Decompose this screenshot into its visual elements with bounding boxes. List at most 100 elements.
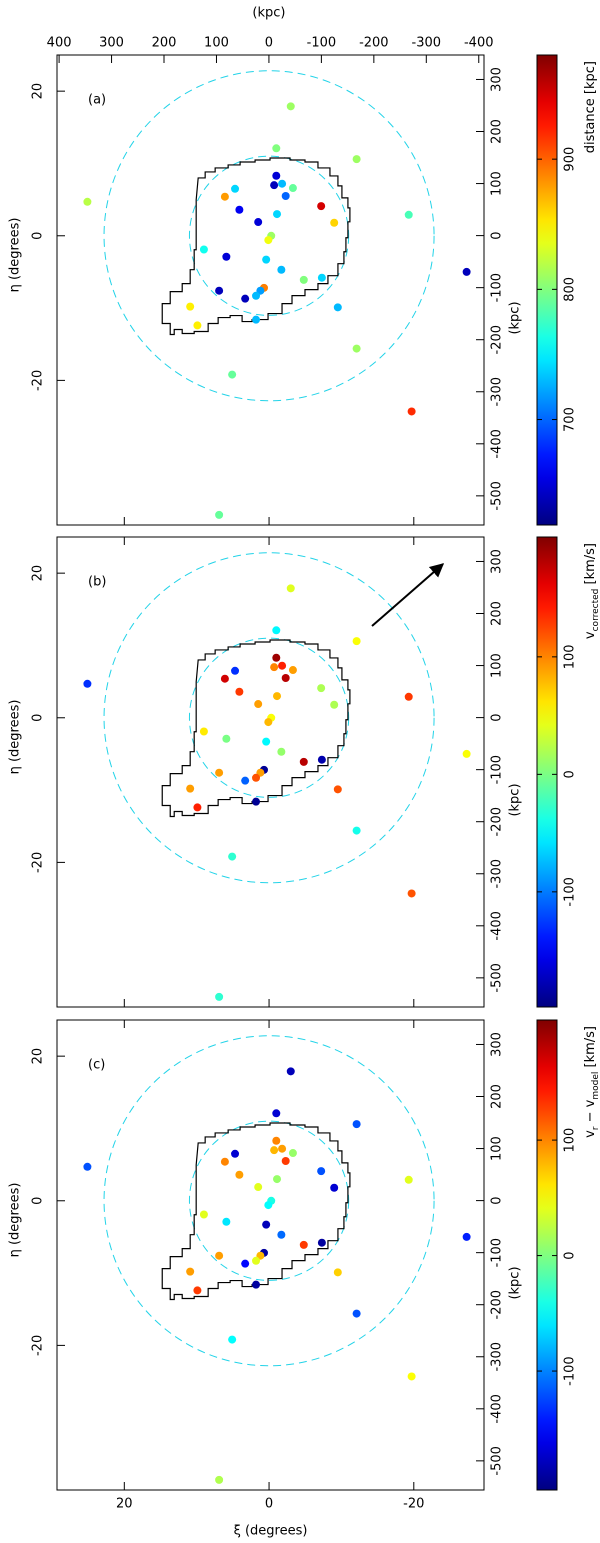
- point: [252, 1280, 261, 1289]
- point: [299, 757, 308, 766]
- point: [228, 1335, 237, 1344]
- x2-tick-label: 0: [265, 36, 273, 51]
- point: [199, 1210, 208, 1219]
- x2-tick-label: -300: [412, 36, 442, 51]
- halo-circle: [188, 155, 350, 316]
- panel-label: (a): [88, 93, 106, 108]
- point: [288, 1149, 297, 1158]
- y2-tick-label: -200: [490, 807, 505, 837]
- y2-tick-label: -200: [490, 325, 505, 355]
- point: [462, 267, 471, 276]
- point: [286, 584, 295, 593]
- point: [264, 1201, 273, 1210]
- y2-axis-label: (kpc): [508, 783, 523, 816]
- point: [317, 202, 326, 211]
- y2-tick-label: 0: [490, 713, 505, 721]
- colorbar-label-part: corrected: [591, 589, 600, 632]
- panel: (c)20 0 -20ξ (degrees)200-20η (degrees)300…: [8, 1019, 600, 1539]
- point: [272, 626, 281, 635]
- point: [199, 727, 208, 736]
- point: [241, 776, 250, 785]
- y2-tick-label: -400: [490, 1394, 505, 1424]
- survey-outline: [161, 157, 351, 336]
- panel: (b)200-20η (degrees)3002001000-100-200-3…: [8, 536, 600, 1008]
- y-tick-label: -20: [31, 1335, 46, 1356]
- point: [193, 1286, 202, 1295]
- point: [330, 1183, 339, 1192]
- point: [220, 1157, 229, 1166]
- survey-outline: [161, 1122, 351, 1301]
- point: [273, 210, 282, 219]
- point: [277, 747, 286, 756]
- colorbar-label-part: model: [591, 1072, 600, 1100]
- colorbar-tick-label: 0: [563, 1251, 578, 1259]
- x2-tick-label: -100: [307, 36, 337, 51]
- y2-tick-label: -300: [490, 859, 505, 889]
- point: [254, 700, 263, 709]
- y2-tick-label: -400: [490, 429, 505, 459]
- point: [264, 236, 273, 245]
- colorbar-tick-label: 900: [563, 147, 578, 172]
- point: [352, 1120, 361, 1129]
- y2-tick-label: 300: [490, 67, 505, 92]
- y2-tick-label: 0: [490, 231, 505, 239]
- point: [252, 773, 261, 782]
- point: [407, 889, 416, 898]
- point: [264, 718, 273, 727]
- point: [199, 245, 208, 254]
- point: [222, 252, 231, 261]
- point: [241, 1259, 250, 1268]
- point: [235, 687, 244, 696]
- y2-tick-label: 200: [490, 119, 505, 144]
- y2-tick-label: 100: [490, 1136, 505, 1161]
- point: [222, 734, 231, 743]
- point: [288, 666, 297, 675]
- point: [352, 637, 361, 646]
- point: [193, 321, 202, 330]
- axes-frame: [56, 536, 485, 1008]
- point: [215, 286, 224, 295]
- point: [186, 1267, 195, 1276]
- y2-tick-label: -300: [490, 377, 505, 407]
- colorbar-tick-label: 100: [563, 1128, 578, 1153]
- y-tick-label: 20: [31, 565, 46, 582]
- point: [352, 826, 361, 835]
- y2-tick-label: 200: [490, 601, 505, 626]
- point: [281, 674, 290, 682]
- y2-tick-label: 0: [490, 1196, 505, 1204]
- point: [407, 407, 416, 416]
- colorbar-label-part: v: [583, 631, 598, 639]
- y2-tick-label: 100: [490, 171, 505, 196]
- point: [252, 291, 261, 300]
- panel-label: (c): [88, 1058, 105, 1073]
- point: [235, 1170, 244, 1179]
- point: [278, 1144, 287, 1153]
- y2-tick-label: -500: [490, 963, 505, 993]
- y-tick-label: 20: [31, 83, 46, 100]
- point: [317, 1238, 326, 1247]
- y2-tick-label: -500: [490, 481, 505, 511]
- y2-axis-label: (kpc): [508, 301, 523, 334]
- point: [231, 1149, 240, 1158]
- point: [278, 179, 287, 188]
- x2-tick-label: 300: [99, 36, 124, 51]
- y2-tick-label: 300: [490, 549, 505, 574]
- colorbar-label-part: − v: [583, 1099, 598, 1126]
- x-tick-label: -20: [403, 1497, 424, 1512]
- point: [186, 302, 195, 311]
- point: [186, 784, 195, 793]
- colorbar-label: vcorrected [km/s]: [583, 543, 600, 639]
- colorbar-tick-label: 700: [563, 407, 578, 432]
- colorbar-label-part: [km/s]: [583, 1026, 598, 1072]
- y2-tick-label: -300: [490, 1342, 505, 1372]
- point: [288, 184, 297, 193]
- point: [235, 205, 244, 214]
- point: [317, 273, 326, 282]
- point: [215, 1475, 224, 1484]
- colorbar: [536, 54, 558, 526]
- y2-axis-label: (kpc): [508, 1266, 523, 1299]
- point: [333, 303, 342, 312]
- point: [317, 684, 326, 693]
- y-tick-label: -20: [31, 370, 46, 391]
